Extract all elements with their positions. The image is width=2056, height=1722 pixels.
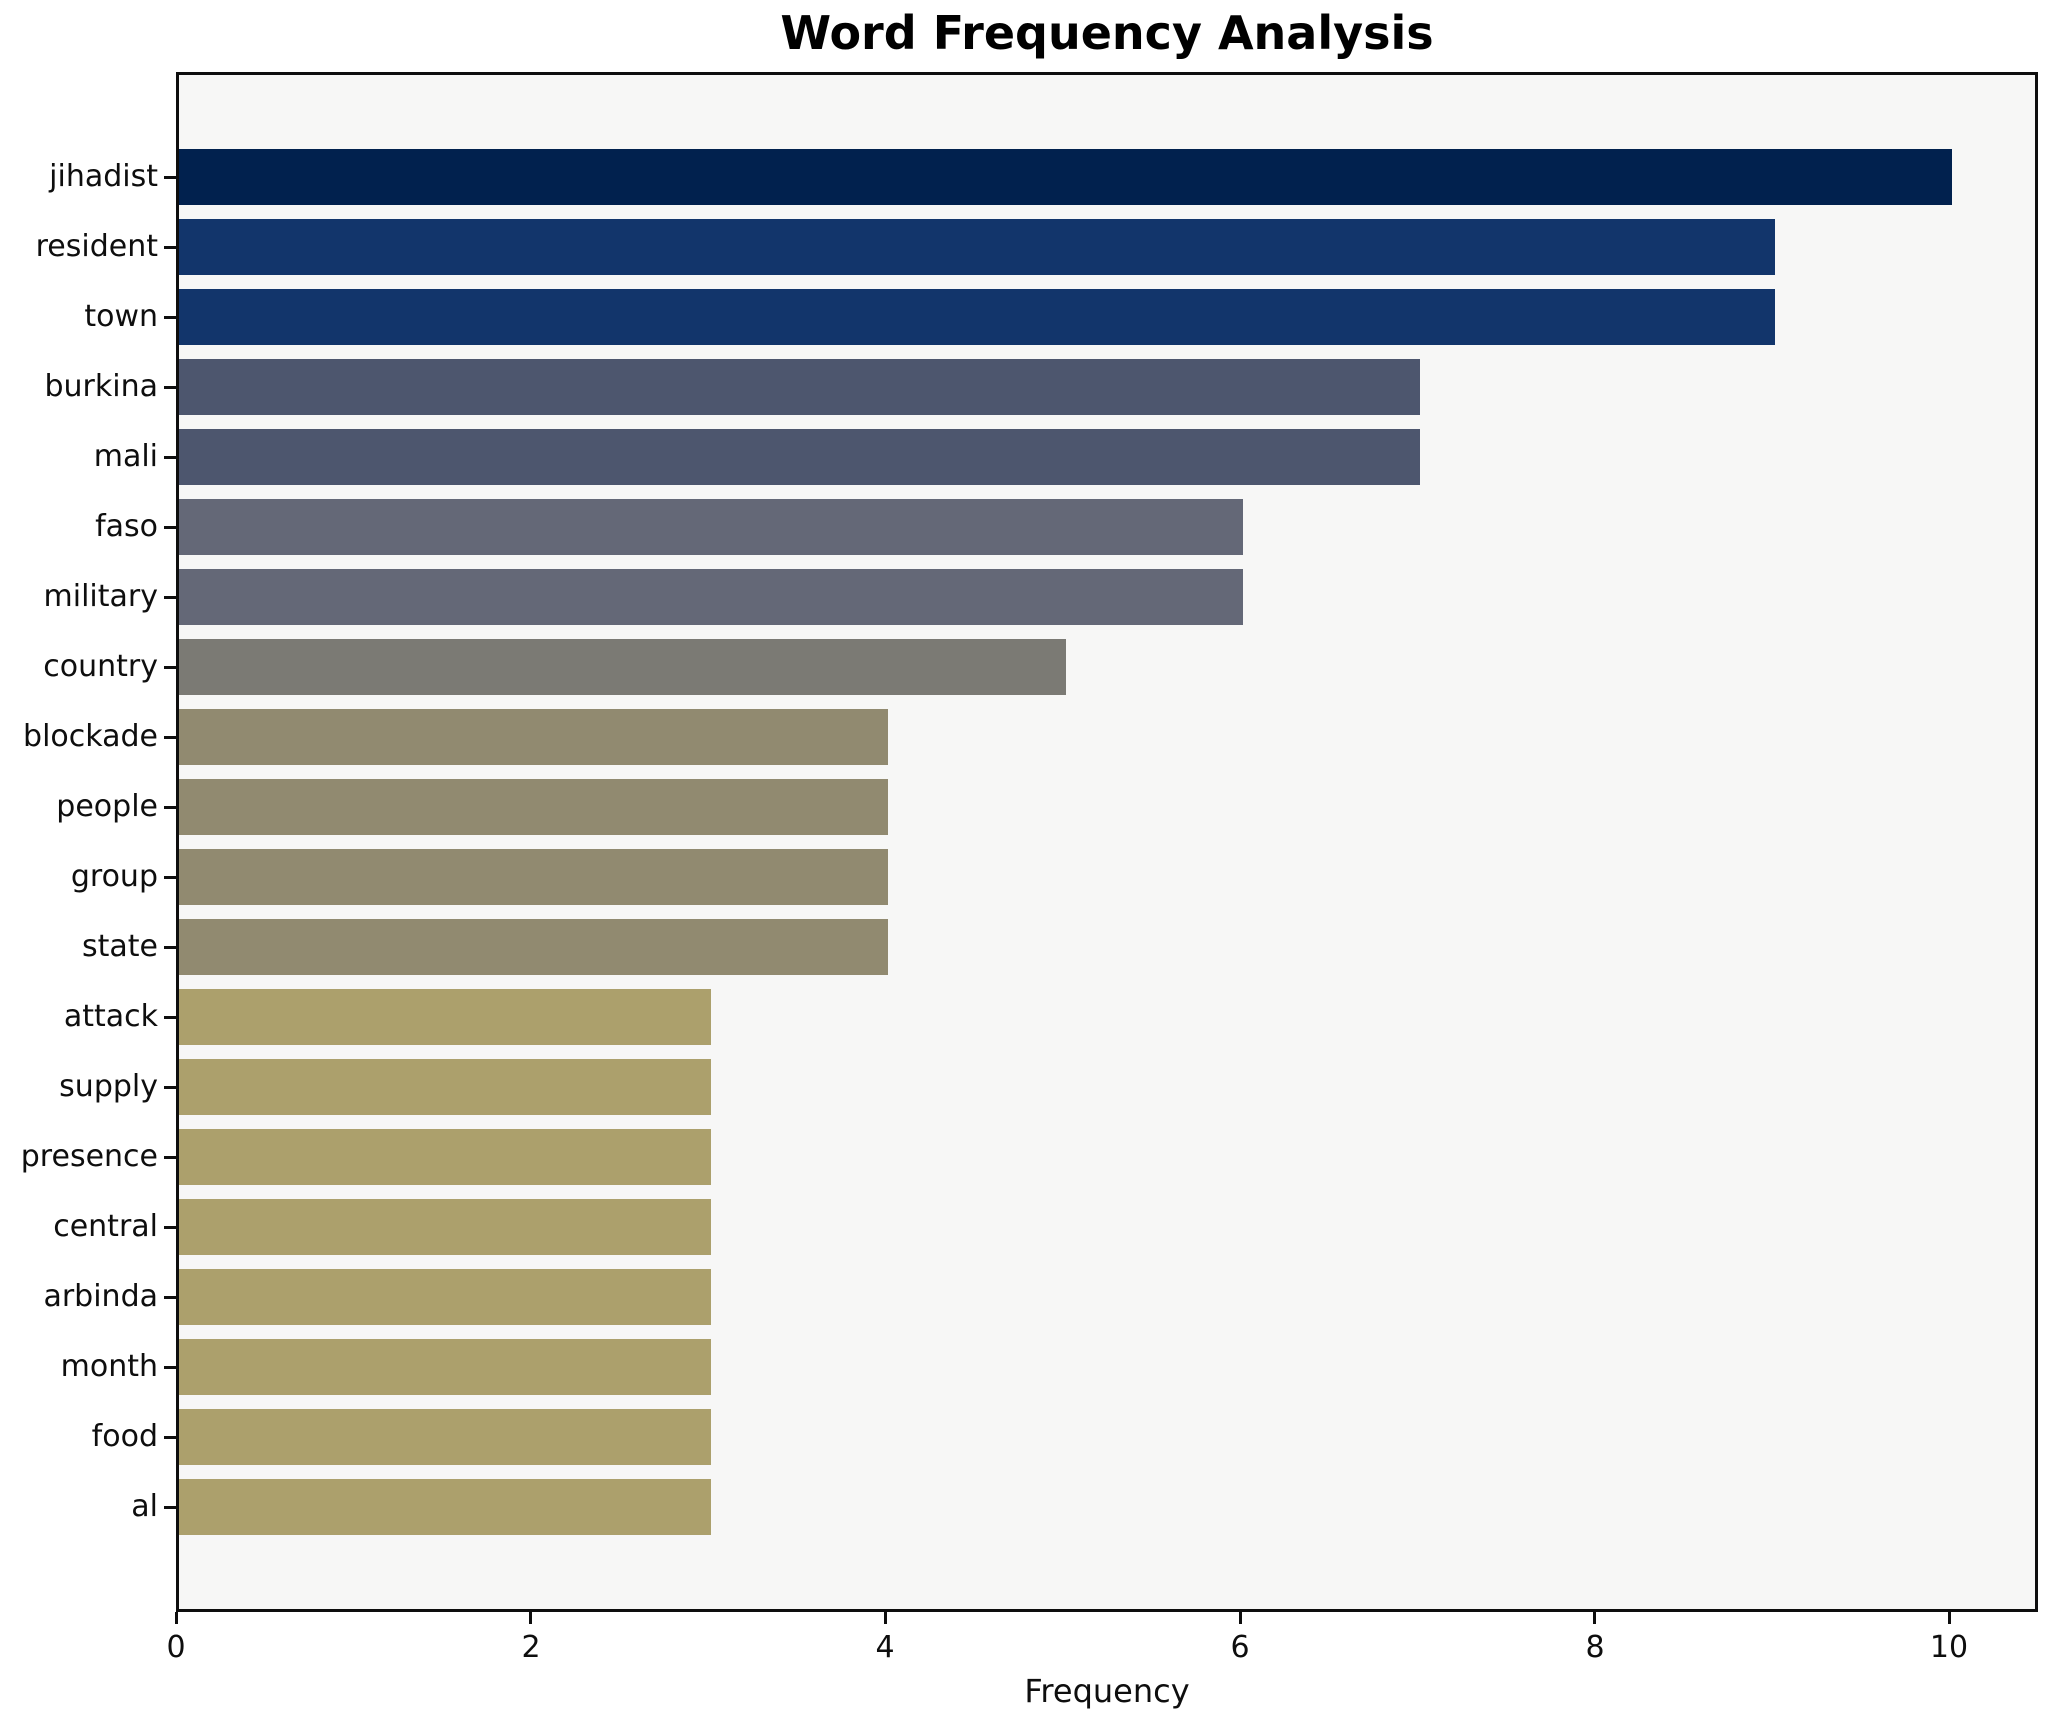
y-axis-label-people: people	[56, 789, 158, 824]
y-tick-month	[164, 1366, 176, 1369]
y-axis-label-month: month	[60, 1349, 158, 1384]
y-axis-label-mali: mali	[93, 439, 158, 474]
y-tick-group	[164, 876, 176, 879]
x-tick-label-10: 10	[1929, 1630, 1969, 1665]
y-tick-military	[164, 596, 176, 599]
y-axis-label-jihadist: jihadist	[49, 159, 158, 194]
bar-month	[179, 1339, 711, 1395]
bar-state	[179, 919, 888, 975]
bar-jihadist	[179, 149, 1952, 205]
x-tick-label-8: 8	[1585, 1630, 1605, 1665]
bar-resident	[179, 219, 1775, 275]
bar-al	[179, 1479, 711, 1535]
y-tick-faso	[164, 526, 176, 529]
y-tick-presence	[164, 1156, 176, 1159]
bar-group	[179, 849, 888, 905]
y-axis-label-town: town	[84, 299, 158, 334]
bar-country	[179, 639, 1066, 695]
y-tick-town	[164, 316, 176, 319]
y-tick-resident	[164, 246, 176, 249]
chart-title: Word Frequency Analysis	[780, 6, 1434, 60]
y-axis-label-al: al	[131, 1489, 158, 1524]
x-tick-6	[1239, 1612, 1242, 1624]
bar-arbinda	[179, 1269, 711, 1325]
bar-supply	[179, 1059, 711, 1115]
y-axis-label-supply: supply	[59, 1069, 158, 1104]
bar-people	[179, 779, 888, 835]
y-axis-label-state: state	[82, 929, 158, 964]
y-axis-label-presence: presence	[20, 1139, 158, 1174]
y-tick-jihadist	[164, 176, 176, 179]
y-tick-central	[164, 1226, 176, 1229]
y-tick-food	[164, 1436, 176, 1439]
y-tick-mali	[164, 456, 176, 459]
bar-mali	[179, 429, 1420, 485]
y-axis-label-blockade: blockade	[23, 719, 158, 754]
bar-blockade	[179, 709, 888, 765]
x-tick-label-0: 0	[166, 1630, 186, 1665]
y-tick-arbinda	[164, 1296, 176, 1299]
x-tick-label-2: 2	[521, 1630, 541, 1665]
y-axis-label-group: group	[70, 859, 158, 894]
y-axis-label-country: country	[43, 649, 158, 684]
y-tick-supply	[164, 1086, 176, 1089]
x-tick-0	[175, 1612, 178, 1624]
y-tick-burkina	[164, 386, 176, 389]
x-tick-label-4: 4	[875, 1630, 895, 1665]
x-axis-title: Frequency	[1024, 1672, 1190, 1710]
y-tick-al	[164, 1506, 176, 1509]
x-tick-4	[884, 1612, 887, 1624]
y-tick-blockade	[164, 736, 176, 739]
x-tick-10	[1948, 1612, 1951, 1624]
y-tick-country	[164, 666, 176, 669]
bar-central	[179, 1199, 711, 1255]
y-axis-label-attack: attack	[63, 999, 158, 1034]
bar-food	[179, 1409, 711, 1465]
bar-town	[179, 289, 1775, 345]
x-tick-2	[529, 1612, 532, 1624]
y-axis-label-military: military	[43, 579, 158, 614]
y-axis-label-resident: resident	[35, 229, 158, 264]
y-axis-label-food: food	[91, 1419, 158, 1454]
y-tick-people	[164, 806, 176, 809]
bar-faso	[179, 499, 1243, 555]
y-axis-label-faso: faso	[95, 509, 158, 544]
y-tick-attack	[164, 1016, 176, 1019]
x-tick-label-6: 6	[1230, 1630, 1250, 1665]
y-axis-label-arbinda: arbinda	[43, 1279, 158, 1314]
y-axis-label-burkina: burkina	[44, 369, 159, 404]
plot-area	[176, 72, 2038, 1612]
bar-attack	[179, 989, 711, 1045]
bar-burkina	[179, 359, 1420, 415]
bar-presence	[179, 1129, 711, 1185]
bar-military	[179, 569, 1243, 625]
x-tick-8	[1593, 1612, 1596, 1624]
y-tick-state	[164, 946, 176, 949]
y-axis-label-central: central	[53, 1209, 158, 1244]
